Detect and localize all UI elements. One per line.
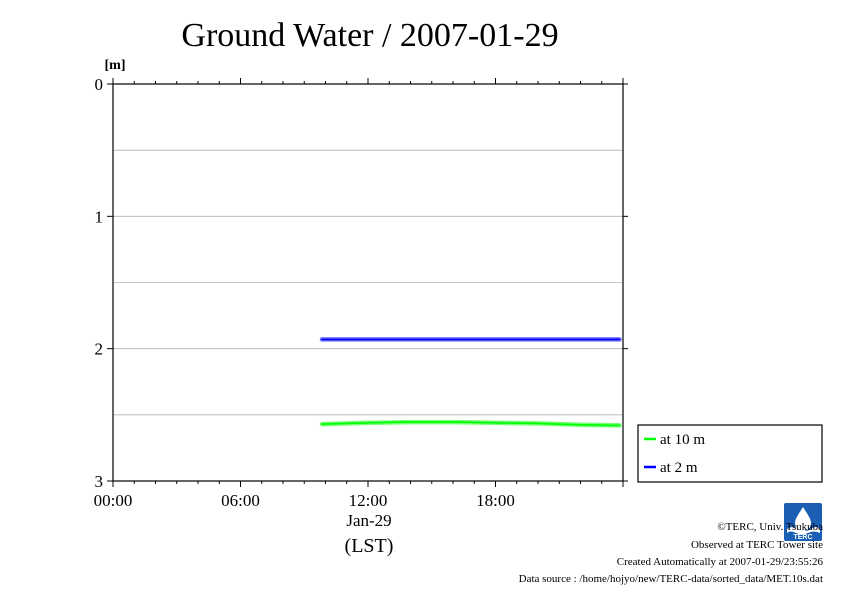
x-tick-label: 12:00 xyxy=(349,491,388,510)
x-axis-label: (LST) xyxy=(345,535,394,557)
copyright-text: ©TERC, Univ. Tsukuba xyxy=(717,521,823,533)
x-tick-label: 18:00 xyxy=(476,491,515,510)
data-source-text: Data source : /home/hojyo/new/TERC-data/… xyxy=(518,573,823,585)
y-axis: 0 1 2 3 xyxy=(95,75,628,491)
chart-title: Ground Water / 2007-01-29 xyxy=(181,17,558,54)
series-line xyxy=(321,421,621,427)
legend-label: at 10 m xyxy=(660,432,705,448)
legend-label: at 2 m xyxy=(660,460,698,476)
logo-wave-shape xyxy=(787,527,820,535)
y-tick-label: 0 xyxy=(95,75,104,94)
x-axis: 00:00 06:00 12:00 18:00 xyxy=(94,78,624,510)
y-axis-unit-label: [m] xyxy=(105,58,126,73)
grid-lines xyxy=(113,149,623,416)
x-tick-label: 00:00 xyxy=(94,491,133,510)
terc-logo-icon: TERC xyxy=(784,503,822,546)
y-tick-label: 1 xyxy=(95,207,104,226)
y-tick-label: 3 xyxy=(95,472,104,491)
x-tick-label: 06:00 xyxy=(221,491,260,510)
x-axis-date-label: Jan-29 xyxy=(346,511,391,530)
series-lines xyxy=(319,337,622,428)
legend-box xyxy=(637,424,823,483)
legend: at 10 m at 2 m xyxy=(637,424,823,483)
created-text: Created Automatically at 2007-01-29/23:5… xyxy=(616,556,823,568)
logo-text: TERC xyxy=(793,534,812,541)
y-tick-label: 2 xyxy=(95,340,104,359)
logo-drop-shape xyxy=(795,507,811,531)
observed-text: Observed at TERC Tower site xyxy=(690,539,823,551)
